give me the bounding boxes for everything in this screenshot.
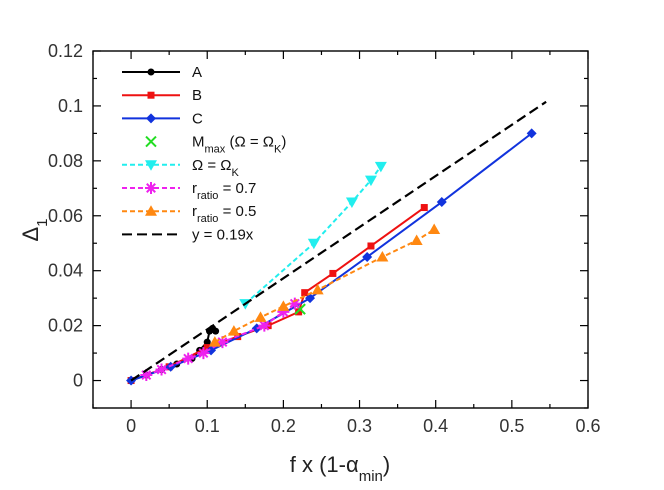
data-point-rratio05 xyxy=(254,311,267,322)
x-tick-label: 0.2 xyxy=(271,416,296,436)
data-point-rratio07 xyxy=(258,319,271,332)
series-group xyxy=(126,100,547,386)
legend-label: C xyxy=(192,110,203,127)
series-fit xyxy=(130,100,547,382)
y-tick-label: 0.02 xyxy=(48,316,83,336)
data-point-A xyxy=(203,338,211,346)
data-point-rratio07 xyxy=(155,363,168,376)
data-point-OmegaK xyxy=(307,238,320,250)
legend-item-rratio05: rratio = 0.5 xyxy=(122,203,256,225)
y-tick-label: 0.08 xyxy=(48,151,83,171)
series-line-OmegaK xyxy=(244,165,382,305)
data-point-OmegaK xyxy=(345,197,358,209)
legend-label: rratio = 0.5 xyxy=(192,203,256,225)
data-point-rratio05 xyxy=(277,300,290,311)
series-C xyxy=(126,128,537,386)
data-point-rratio05 xyxy=(410,234,423,245)
data-point-OmegaK xyxy=(374,161,387,173)
legend-marker xyxy=(147,91,155,99)
legend-label: A xyxy=(192,64,202,81)
y-tick-label: 0.06 xyxy=(48,206,83,226)
data-point-rratio07 xyxy=(216,336,229,349)
data-point-A xyxy=(212,327,220,335)
data-point-rratio07 xyxy=(182,352,195,365)
data-point-B xyxy=(420,204,428,212)
legend-item-Mmax: Mmax (Ω = ΩK) xyxy=(145,134,286,156)
series-line-fit xyxy=(130,100,547,382)
data-point-rratio05 xyxy=(311,283,324,295)
legend-marker xyxy=(145,160,157,171)
legend-marker xyxy=(147,68,155,76)
legend-marker xyxy=(145,182,157,194)
legend-label: y = 0.19x xyxy=(192,226,254,243)
series-line-rratio05 xyxy=(214,228,435,343)
x-tick-label: 0.6 xyxy=(575,416,600,436)
data-point-rratio05 xyxy=(376,250,389,262)
legend-item-fit: y = 0.19x xyxy=(122,226,254,243)
data-point-C xyxy=(526,128,537,139)
y-tick-label: 0 xyxy=(73,371,83,391)
series-rratio07 xyxy=(140,297,301,382)
legend-marker xyxy=(145,205,157,216)
series-rratio05 xyxy=(208,223,441,347)
y-axis-title: Δ1 xyxy=(18,218,51,241)
legend-item-rratio07: rratio = 0.7 xyxy=(122,180,256,202)
data-point-rratio05 xyxy=(208,336,221,347)
legend-item-OmegaK: Ω = ΩK xyxy=(122,157,240,179)
legend-label: rratio = 0.7 xyxy=(192,180,256,202)
legend-item-B: B xyxy=(122,87,202,104)
x-tick-label: 0.3 xyxy=(347,416,372,436)
data-point-C xyxy=(436,197,447,208)
data-point-rratio07 xyxy=(140,369,153,382)
data-point-C xyxy=(305,293,316,304)
legend-item-A: A xyxy=(122,64,202,81)
x-axis-title: f x (1-αmin) xyxy=(290,452,390,485)
legend-label: Mmax (Ω = ΩK) xyxy=(192,134,286,156)
data-point-rratio05 xyxy=(227,325,240,336)
y-tick-labels: 0 0.02 0.04 0.06 0.08 0.1 0.12 xyxy=(48,41,83,391)
axis-ticks xyxy=(92,50,589,409)
data-point-rratio05 xyxy=(428,223,441,234)
data-point-C xyxy=(362,251,373,262)
x-tick-label: 0.4 xyxy=(423,416,448,436)
series-OmegaK xyxy=(239,161,387,310)
data-point-rratio07 xyxy=(277,305,290,318)
data-point-rratio07 xyxy=(197,347,210,360)
plot-frame xyxy=(92,50,589,409)
data-point-B xyxy=(329,269,337,277)
x-tick-label: 0.1 xyxy=(195,416,220,436)
y-tick-label: 0.12 xyxy=(48,41,83,61)
x-tick-labels: 0 0.1 0.2 0.3 0.4 0.5 0.6 xyxy=(126,416,600,436)
x-tick-label: 0.5 xyxy=(499,416,524,436)
data-point-B xyxy=(367,242,375,250)
data-point-B xyxy=(203,344,211,352)
legend-label: B xyxy=(192,87,202,104)
y-tick-label: 0.04 xyxy=(48,261,83,281)
data-point-rratio07 xyxy=(288,297,301,310)
legend-marker xyxy=(146,113,156,124)
data-point-B xyxy=(301,289,309,297)
x-tick-label: 0 xyxy=(126,416,136,436)
legend-marker xyxy=(145,135,157,148)
data-point-OmegaK xyxy=(364,175,377,187)
legend-label: Ω = ΩK xyxy=(192,157,240,179)
legend-item-C: C xyxy=(122,110,203,127)
y-tick-label: 0.1 xyxy=(58,96,83,116)
series-B xyxy=(127,204,428,385)
